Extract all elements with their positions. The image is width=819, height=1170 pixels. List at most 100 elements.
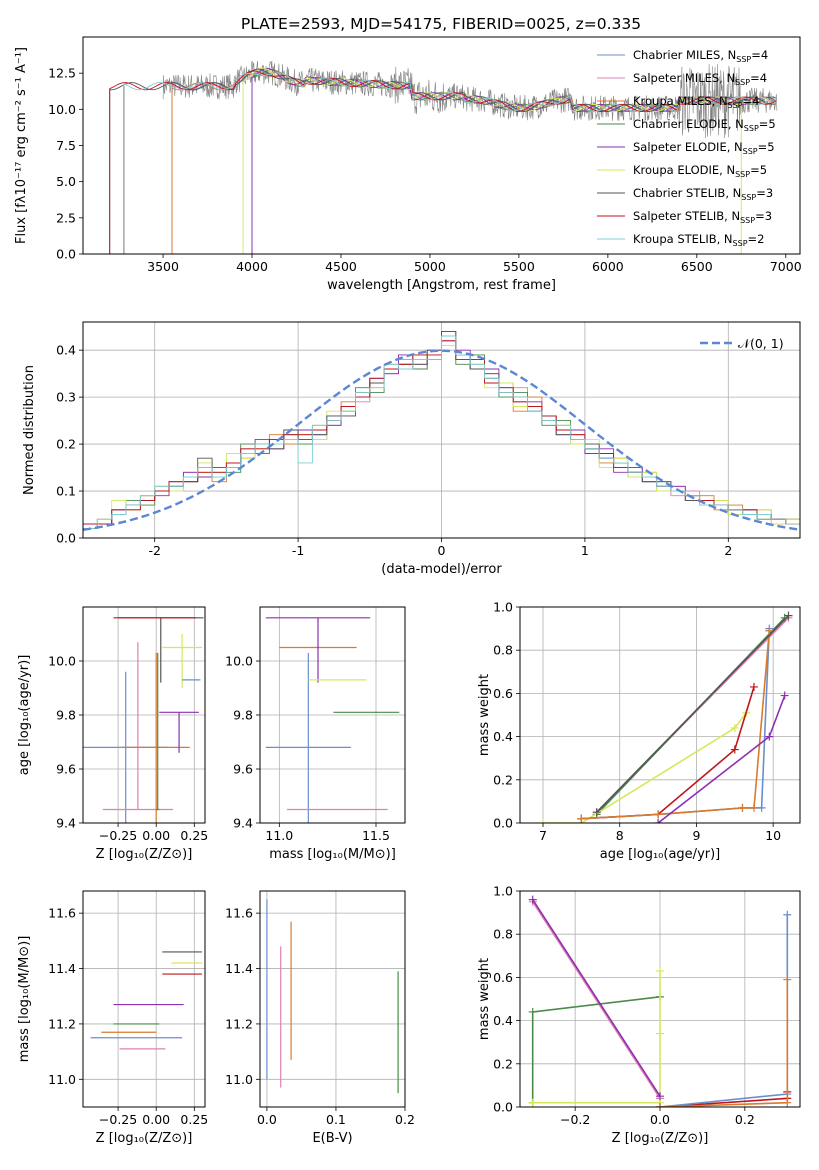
panels: 3500 4000 4500 5000 5500 6000 6500 7000 0.0 2.5 5.… xyxy=(14,36,802,1146)
weight-marker xyxy=(780,691,789,700)
axes-frame xyxy=(519,606,801,824)
weight-line xyxy=(659,914,789,1107)
panel-age-vs-Z: −0.25 0.00 0.25 9.4 9.6 9.8 10.0 Z [log₁₀(Z/Z⊙)… xyxy=(17,606,208,862)
panel-residual-histogram: -2 -1 0 1 2 0.0 0.1 0.2 0.3 0.4 (data-model)/error… xyxy=(22,321,801,577)
weight-marker xyxy=(528,1098,537,1107)
weight-marker xyxy=(783,975,792,984)
weight-marker xyxy=(749,803,758,812)
y-tick-label: 0.0 xyxy=(493,1100,513,1115)
panel-mass-vs-Z: −0.25 0.00 0.25 11.0 11.2 11.4 11.6 Z [log₁₀(Z/… xyxy=(17,890,208,1146)
plot-area xyxy=(109,60,778,254)
x-tick-label: 5500 xyxy=(503,259,535,274)
x-tick-label: -1 xyxy=(292,543,304,558)
spectrum-model-line xyxy=(123,72,776,254)
x-tick-label: 0.0 xyxy=(257,1112,277,1127)
x-tick-label: 0.2 xyxy=(735,1112,755,1127)
y-axis-label: Normed distribution xyxy=(22,365,37,495)
legend-label: Salpeter MILES, NSSP=4 xyxy=(633,71,767,87)
x-axis-label: Z [log₁₀(Z/Z⊙)] xyxy=(96,847,193,862)
axes-frame xyxy=(82,606,206,824)
y-tick-label: 0.6 xyxy=(493,686,513,701)
y-tick-label: 0.2 xyxy=(493,1056,513,1071)
y-tick-label: 9.6 xyxy=(56,762,76,777)
x-tick-label: 0.00 xyxy=(142,1112,170,1127)
weight-line xyxy=(532,899,661,1097)
legend-label: Kroupa ELODIE, NSSP=5 xyxy=(633,163,767,179)
x-tick-label: 11.5 xyxy=(362,828,390,843)
y-tick-label: 7.5 xyxy=(56,138,76,153)
x-tick-label: 0.0 xyxy=(650,1112,670,1127)
x-axis-label: Z [log₁₀(Z/Z⊙)] xyxy=(96,1131,193,1146)
weight-marker xyxy=(784,611,793,620)
legend-label: Chabrier MILES, NSSP=4 xyxy=(633,48,768,64)
panel-mass-weight-vs-Z: −0.2 0.0 0.2 0.0 0.2 0.4 0.6 0.8 1.0 Z [log₁₀(Z/Z… xyxy=(477,884,801,1146)
legend-label: Chabrier ELODIE, NSSP=5 xyxy=(633,117,776,133)
panel-mass-weight-vs-age: 7 8 9 10 0.0 0.2 0.4 0.6 0.8 1.0 age [log₁₀(age/yr… xyxy=(477,600,801,862)
weight-line xyxy=(581,628,771,820)
legend-label: Kroupa STELIB, NSSP=2 xyxy=(633,232,764,248)
x-tick-label: 0.1 xyxy=(326,1112,346,1127)
x-tick-label: 0.00 xyxy=(142,828,170,843)
y-tick-label: 12.5 xyxy=(48,66,76,81)
legend-label: Salpeter STELIB, NSSP=3 xyxy=(633,209,772,225)
x-axis-label: E(B-V) xyxy=(312,1131,352,1146)
weight-marker xyxy=(654,810,663,819)
x-axis-label: mass [log₁₀(M/M⊙)] xyxy=(269,847,396,862)
weight-marker xyxy=(654,819,663,823)
legend-label: Kroupa MILES, NSSP=4 xyxy=(633,94,759,110)
y-tick-label: 9.8 xyxy=(56,708,76,723)
y-tick-label: 0.4 xyxy=(493,1013,513,1028)
spectrum-model-line xyxy=(251,67,776,254)
x-tick-label: 11.0 xyxy=(265,828,293,843)
axes-frame xyxy=(82,890,206,1108)
plot-area xyxy=(520,891,800,1107)
weight-marker xyxy=(592,808,601,817)
weight-marker xyxy=(539,819,548,823)
y-tick-label: 10.0 xyxy=(48,102,76,117)
panel-age-vs-mass: 11.0 11.5 9.4 9.6 9.8 10.0 mass [log₁₀(M/M⊙)] xyxy=(225,606,406,862)
y-tick-label: 0.4 xyxy=(56,343,76,358)
x-tick-label: 4500 xyxy=(325,259,357,274)
weight-marker xyxy=(765,732,774,741)
weight-marker xyxy=(528,895,537,904)
spectrum-data xyxy=(162,60,778,139)
x-tick-label: 2 xyxy=(724,543,732,558)
y-tick-label: 10.0 xyxy=(225,654,253,669)
weight-line xyxy=(581,686,755,820)
spectrum-model-line xyxy=(242,67,778,254)
y-axis-label: Flux [fλ10⁻¹⁷ erg cm⁻² s⁻¹ A⁻¹] xyxy=(14,47,29,244)
legend-label: Chabrier STELIB, NSSP=3 xyxy=(633,186,773,202)
x-tick-label: 0.25 xyxy=(180,828,208,843)
weight-marker xyxy=(656,1029,664,1038)
axes-frame xyxy=(259,606,406,824)
weight-marker xyxy=(783,910,792,919)
plot-area xyxy=(83,607,205,823)
figure-title: PLATE=2593, MJD=54175, FIBERID=0025, z=0… xyxy=(241,15,641,33)
weight-marker xyxy=(577,814,586,823)
y-tick-label: 2.5 xyxy=(56,210,76,225)
y-tick-label: 11.4 xyxy=(48,961,76,976)
weight-marker xyxy=(730,745,739,754)
plot-area xyxy=(83,322,800,538)
spectrum-model-line xyxy=(109,70,777,254)
y-tick-label: 9.6 xyxy=(233,762,253,777)
weight-line xyxy=(659,979,789,1107)
legend-label: 𝒩(0, 1) xyxy=(738,336,784,351)
spectrum-model-line xyxy=(109,68,776,254)
weight-marker xyxy=(757,803,766,812)
y-tick-label: 0.3 xyxy=(56,390,76,405)
x-tick-label: 3500 xyxy=(147,259,179,274)
y-tick-label: 5.0 xyxy=(56,174,76,189)
weight-line xyxy=(531,996,661,1103)
y-tick-label: 0.2 xyxy=(56,437,76,452)
y-tick-label: 11.2 xyxy=(48,1016,76,1031)
spectrum-model-line xyxy=(251,69,776,254)
legend: Chabrier MILES, NSSP=4 Salpeter MILES, NS… xyxy=(597,48,776,248)
weight-line xyxy=(532,901,661,1099)
y-tick-label: 9.8 xyxy=(233,708,253,723)
weight-marker xyxy=(738,803,747,812)
weight-marker xyxy=(656,1103,664,1107)
x-tick-label: -2 xyxy=(148,543,160,558)
x-tick-label: 4000 xyxy=(236,259,268,274)
